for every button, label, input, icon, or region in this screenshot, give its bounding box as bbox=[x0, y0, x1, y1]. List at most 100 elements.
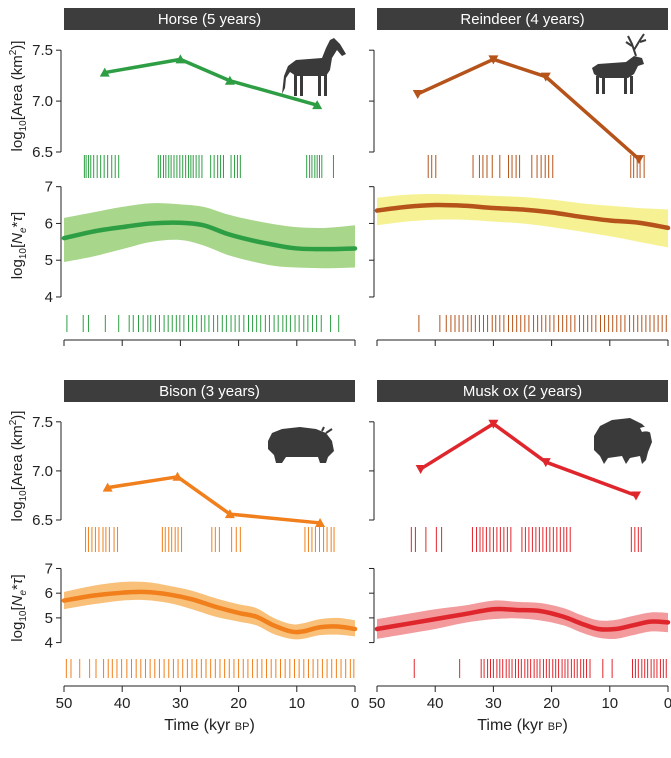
x-tick-label: 50 bbox=[56, 695, 73, 712]
ne-y-label-n: N bbox=[9, 595, 26, 606]
area-y-label: log10[Area (km2)] bbox=[8, 41, 29, 152]
x-tick-label: 0 bbox=[351, 695, 359, 712]
x-axis-label-close: ) bbox=[249, 717, 254, 734]
panel-2: Bison (3 years) bbox=[61, 380, 358, 678]
ne-y-label: log10[Ne*τ] bbox=[9, 574, 29, 641]
bison-silhouette-icon bbox=[268, 426, 334, 463]
ne-y-tick-label: 5 bbox=[45, 610, 53, 627]
area-y-label-sub: 10 bbox=[18, 120, 29, 132]
ne-credible-band bbox=[64, 203, 355, 269]
ne-y-tick-label: 4 bbox=[45, 635, 53, 652]
panel-3-axes: 50 40 30 20 10 0 Time (kyr BP) bbox=[369, 421, 671, 734]
area-y-label-sup: 2 bbox=[8, 49, 19, 55]
area-point-marker bbox=[488, 55, 499, 65]
area-point-marker bbox=[312, 100, 323, 110]
area-point-marker bbox=[224, 509, 235, 519]
area-point-marker bbox=[488, 419, 499, 429]
ne-y-label-tau: τ bbox=[9, 215, 26, 222]
area-y-label-sub: 10 bbox=[18, 490, 29, 502]
ne-y-label: log10[Ne*τ] bbox=[9, 212, 29, 279]
area-point-marker bbox=[630, 491, 641, 501]
area-point-marker bbox=[175, 54, 186, 64]
ne-y-tick-label: 5 bbox=[45, 252, 53, 269]
x-axis-label-unit: BP bbox=[235, 721, 250, 733]
ne-mean-line bbox=[61, 589, 358, 635]
x-tick-label: 20 bbox=[230, 695, 247, 712]
area-point-marker bbox=[412, 89, 423, 99]
panel-title-bar bbox=[377, 380, 668, 402]
area-y-tick-label: 7.5 bbox=[32, 42, 53, 59]
area-point-marker bbox=[102, 482, 113, 492]
ne-y-label-close: ] bbox=[9, 212, 26, 216]
panel-title: Musk ox (2 years) bbox=[463, 383, 582, 400]
ne-y-label-star: * bbox=[9, 584, 26, 590]
area-line bbox=[419, 422, 637, 498]
ne-credible-band bbox=[64, 581, 355, 640]
x-tick-label: 10 bbox=[601, 695, 618, 712]
ne-y-tick-label: 7 bbox=[45, 179, 53, 196]
x-tick-label: 30 bbox=[172, 695, 189, 712]
ne-y-label-open: [ bbox=[9, 243, 26, 248]
x-axis-label-close: ) bbox=[562, 717, 567, 734]
ne-y-tick-label: 6 bbox=[45, 215, 53, 232]
ne-y-label-sub: 10 bbox=[18, 610, 29, 622]
ne-y-label-close: ] bbox=[9, 574, 26, 578]
ne-y-label-e: e bbox=[18, 590, 29, 596]
musk-ox-silhouette-icon bbox=[594, 418, 652, 464]
panels-layer: Horse (5 years) Reindeer (4 years) Bison (… bbox=[61, 8, 671, 678]
panel-0: Horse (5 years) bbox=[61, 8, 358, 332]
area-line bbox=[417, 57, 641, 161]
silhouettes-layer bbox=[268, 33, 652, 464]
x-tick-label: 20 bbox=[543, 695, 560, 712]
area-point-marker bbox=[172, 471, 183, 481]
area-point-marker bbox=[224, 75, 235, 85]
area-y-tick-label: 7.5 bbox=[32, 414, 53, 431]
x-axis-label: Time (kyr BP) bbox=[164, 717, 255, 734]
ne-y-tick-label: 6 bbox=[45, 585, 53, 602]
ne-y-label-e: e bbox=[18, 227, 29, 233]
panel-title: Horse (5 years) bbox=[158, 11, 261, 28]
ne-y-label-tau: τ bbox=[9, 577, 26, 584]
area-y-label-end: )] bbox=[9, 41, 26, 50]
area-point-marker bbox=[633, 155, 644, 165]
horse-silhouette-icon bbox=[282, 38, 346, 96]
x-tick-label: 50 bbox=[369, 695, 386, 712]
x-tick-label: 40 bbox=[427, 695, 444, 712]
ne-y-label-star: * bbox=[9, 221, 26, 227]
area-y-label-main: [Area (km bbox=[9, 55, 26, 120]
ne-y-tick-label: 7 bbox=[45, 560, 53, 577]
area-line bbox=[104, 57, 318, 107]
area-point-marker bbox=[540, 72, 551, 82]
x-tick-label: 10 bbox=[288, 695, 305, 712]
area-point-marker bbox=[540, 458, 551, 468]
area-y-label-sup: 2 bbox=[8, 419, 19, 425]
x-tick-label: 0 bbox=[664, 695, 671, 712]
panel-1-axes bbox=[369, 49, 669, 346]
panel-title-bar bbox=[64, 8, 355, 30]
area-y-tick-label: 6.5 bbox=[32, 144, 53, 161]
panel-title-bar bbox=[377, 8, 668, 30]
x-axis-label-main: Time (kyr bbox=[477, 717, 548, 734]
ne-y-label-n: N bbox=[9, 233, 26, 244]
area-point-marker bbox=[99, 67, 110, 77]
ne-y-label-log: log bbox=[9, 259, 26, 279]
x-tick-label: 40 bbox=[114, 695, 131, 712]
x-axis-label-unit: BP bbox=[548, 721, 563, 733]
panel-title: Reindeer (4 years) bbox=[460, 11, 584, 28]
panel-3: Musk ox (2 years) bbox=[374, 380, 671, 678]
area-y-label-log: log bbox=[9, 501, 26, 521]
panel-title: Bison (3 years) bbox=[159, 383, 260, 400]
reindeer-silhouette-icon bbox=[592, 33, 647, 94]
area-y-label-main: [Area (km bbox=[9, 425, 26, 490]
ne-y-label-log: log bbox=[9, 622, 26, 642]
ne-mean-line bbox=[61, 220, 358, 252]
ne-y-tick-label: 4 bbox=[45, 289, 53, 306]
panel-2-axes: 6.5 7.0 7.5 4 5 6 7 50 40 30 20 10 0 Time (kyr BP) log… bbox=[8, 411, 359, 734]
x-axis-label: Time (kyr BP) bbox=[477, 717, 568, 734]
area-point-marker bbox=[315, 517, 326, 527]
ne-y-label-sub: 10 bbox=[18, 248, 29, 260]
area-y-tick-label: 7.0 bbox=[32, 463, 53, 480]
